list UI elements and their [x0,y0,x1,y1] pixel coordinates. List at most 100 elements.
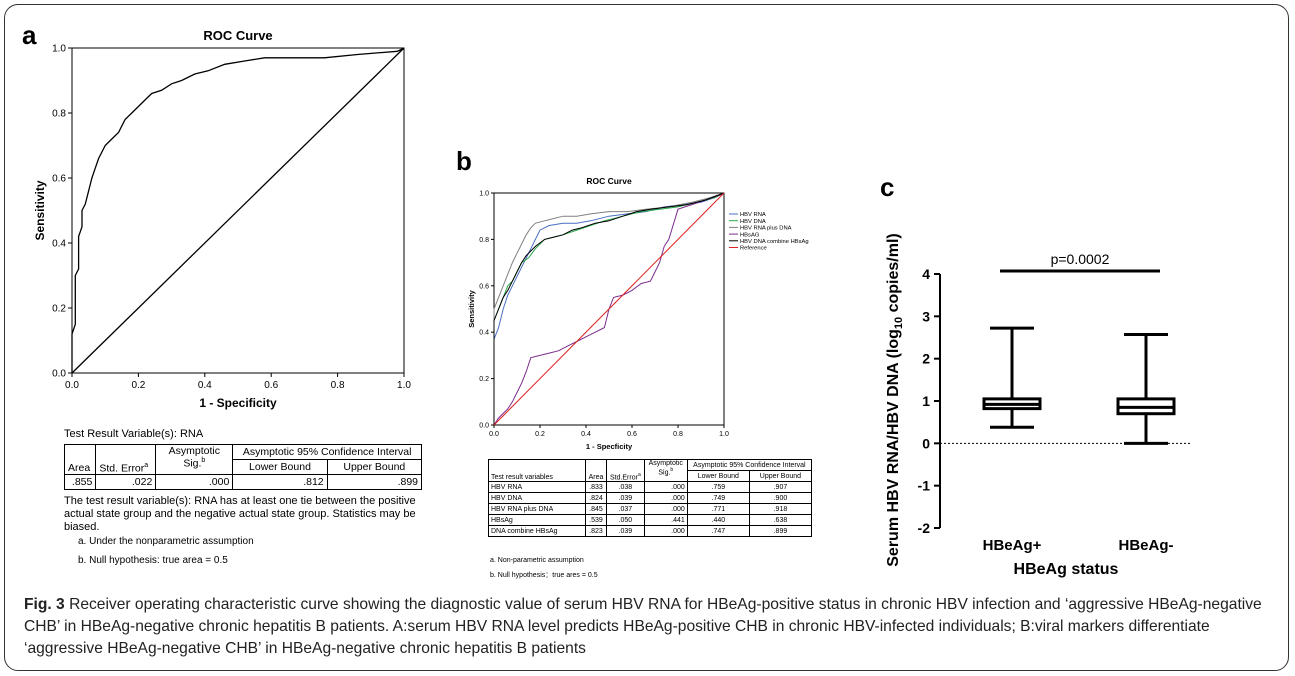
cell-area: .833 [585,481,607,493]
y-tick-label: 0.0 [52,369,66,380]
y-axis-label: Serum HBV RNA/HBV DNA (log10 copies/ml) [885,233,905,566]
table-b-note-a: a. Non-parametric assumption [490,557,584,564]
table-row: DNA combine HBsAg .823 .039 .000 .747 .8… [488,525,813,537]
header-variables: Test result variables [488,459,586,482]
table-a: Area Std. Errora Asymptotic Sig.b Asympt… [63,444,423,490]
cell-se: .039 [605,525,645,537]
y-tick-label: 0.2 [52,304,66,315]
y-tick-label: 0.6 [52,174,66,185]
x-tick-label: 0.0 [489,431,499,438]
x-tick-label: 0.8 [331,380,345,391]
plot-frame [71,47,405,374]
roc-chart-b: 0.0 0.2 0.4 0.6 0.8 1.0 0.0 0.2 0.4 0.6 0.8 1.0 ROC … [467,176,809,451]
x-tick-label: 0.2 [131,380,145,391]
table-b-note-b: b. Null hypothesis：true ares = 0.5 [490,572,598,579]
box-chart-c: -2 -1 0 1 2 3 4 HBeAg+ HBeAg-p=0.0002 HBeAg statu… [885,233,1190,578]
y-tick-label: -2 [918,520,931,536]
y-axis-label: Sensitivity [467,289,476,327]
series-line-hbv-rna [493,192,725,425]
cell-se: .050 [605,514,645,526]
y-tick-label: 0.0 [479,422,489,429]
cell-name: HBV RNA [488,481,586,493]
cell-se: .037 [605,503,645,515]
cell-lower: .749 [686,492,750,504]
header-upper: Upper Bound [326,459,423,475]
x-tick-label: 0.4 [581,431,591,438]
header-b-upper: Upper Bound [748,470,813,482]
cell-upper: .907 [748,481,813,493]
cell-upper: .918 [748,503,813,515]
table-a-note-a: a. Under the nonparametric assumption [78,536,254,547]
x-axis-label: 1 - Specficity [586,442,633,451]
y-tick-label: 2 [922,351,930,367]
table-row: HBV DNA .824 .039 .000 .749 .900 [488,492,813,504]
y-tick-label: 0.2 [479,376,489,383]
table-row: HBV RNA .833 .038 .000 .759 .907 [488,481,813,493]
cell-sig: .000 [643,503,688,515]
x-tick-label: 1.0 [719,431,729,438]
legend-label: Reference [740,246,767,252]
y-tick-label: 1.0 [52,44,66,55]
header-b-asym-sig: Asymptotic Sig.b [643,459,688,482]
cell-se: .039 [605,492,645,504]
panel-c-letter: c [880,172,895,202]
series-line-hbsag [493,192,725,426]
table-b: Test result variables Area Std.Errora As… [488,459,813,537]
y-tick-label: 0 [922,435,930,451]
header-ci: Asymptotic 95% Confidence Interval [232,444,422,460]
x-category-label: HBeAg+ [983,537,1042,554]
header-b-area: Area [585,459,607,482]
header-area: Area [63,444,97,475]
y-tick-label: 0.4 [479,330,489,337]
cell-upper: .899 [326,474,423,490]
figure-frame [4,4,1289,671]
x-tick-label: 0.2 [535,431,545,438]
header-std-error: Std. Errora [95,444,157,475]
series-line-reference [493,192,725,426]
x-tick-label: 1.0 [397,380,411,391]
y-tick-label: 1.0 [479,190,489,197]
y-axis-label: Sensitivity [33,180,47,240]
x-category-label: HBeAg- [1119,537,1174,554]
cell-lower: .440 [686,514,750,526]
series-line-hbv-dna-combine-hbsag [493,192,725,425]
y-tick-label: 0.4 [52,239,66,250]
legend-label: HBV DNA [740,219,766,225]
cell-name: HBV DNA [488,492,586,504]
y-tick-label: 0.8 [479,237,489,244]
y-tick-label: 4 [922,266,930,282]
legend-label: HBV RNA plus DNA [740,226,792,232]
header-b-ci: Asymptotic 95% Confidence Interval [686,459,813,471]
cell-area: .823 [585,525,607,537]
y-tick-label: 0.8 [52,109,66,120]
cell-sig: .000 [643,492,688,504]
cell-area: .824 [585,492,607,504]
table-a-note-b: b. Null hypothesis: true area = 0.5 [78,555,228,566]
cell-lower: .771 [686,503,750,515]
cell-area: .539 [585,514,607,526]
caption-text: Receiver operating characteristic curve … [24,596,1262,657]
caption-fig-label: Fig. 3 [24,596,65,613]
table-a-tie-note: The test result variable(s): RNA has at … [64,495,416,533]
cell-area: .845 [585,503,607,515]
x-tick-label: 0.8 [673,431,683,438]
cell-upper: .900 [748,492,813,504]
cell-sig: .000 [155,474,234,490]
cell-upper: .638 [748,514,813,526]
y-tick-label: -1 [918,478,931,494]
cell-sig: .000 [643,481,688,493]
cell-name: HBsAg [488,514,586,526]
cell-sig: .441 [643,514,688,526]
x-axis-label: 1 - Specificity [199,396,277,410]
header-asym-sig: Asymptotic Sig.b [155,444,234,475]
cell-std-error: .022 [95,474,157,490]
table-a-title: Test Result Variable(s): RNA [64,428,204,440]
cell-lower: .747 [686,525,750,537]
header-b-lower: Lower Bound [686,470,750,482]
legend-label: HBV RNA [740,212,766,218]
series-line-0 [71,47,405,373]
x-tick-label: 0.4 [198,380,212,391]
cell-name: HBV RNA plus DNA [488,503,586,515]
panel-b-letter: b [456,146,472,176]
x-tick-label: 0.6 [264,380,278,391]
